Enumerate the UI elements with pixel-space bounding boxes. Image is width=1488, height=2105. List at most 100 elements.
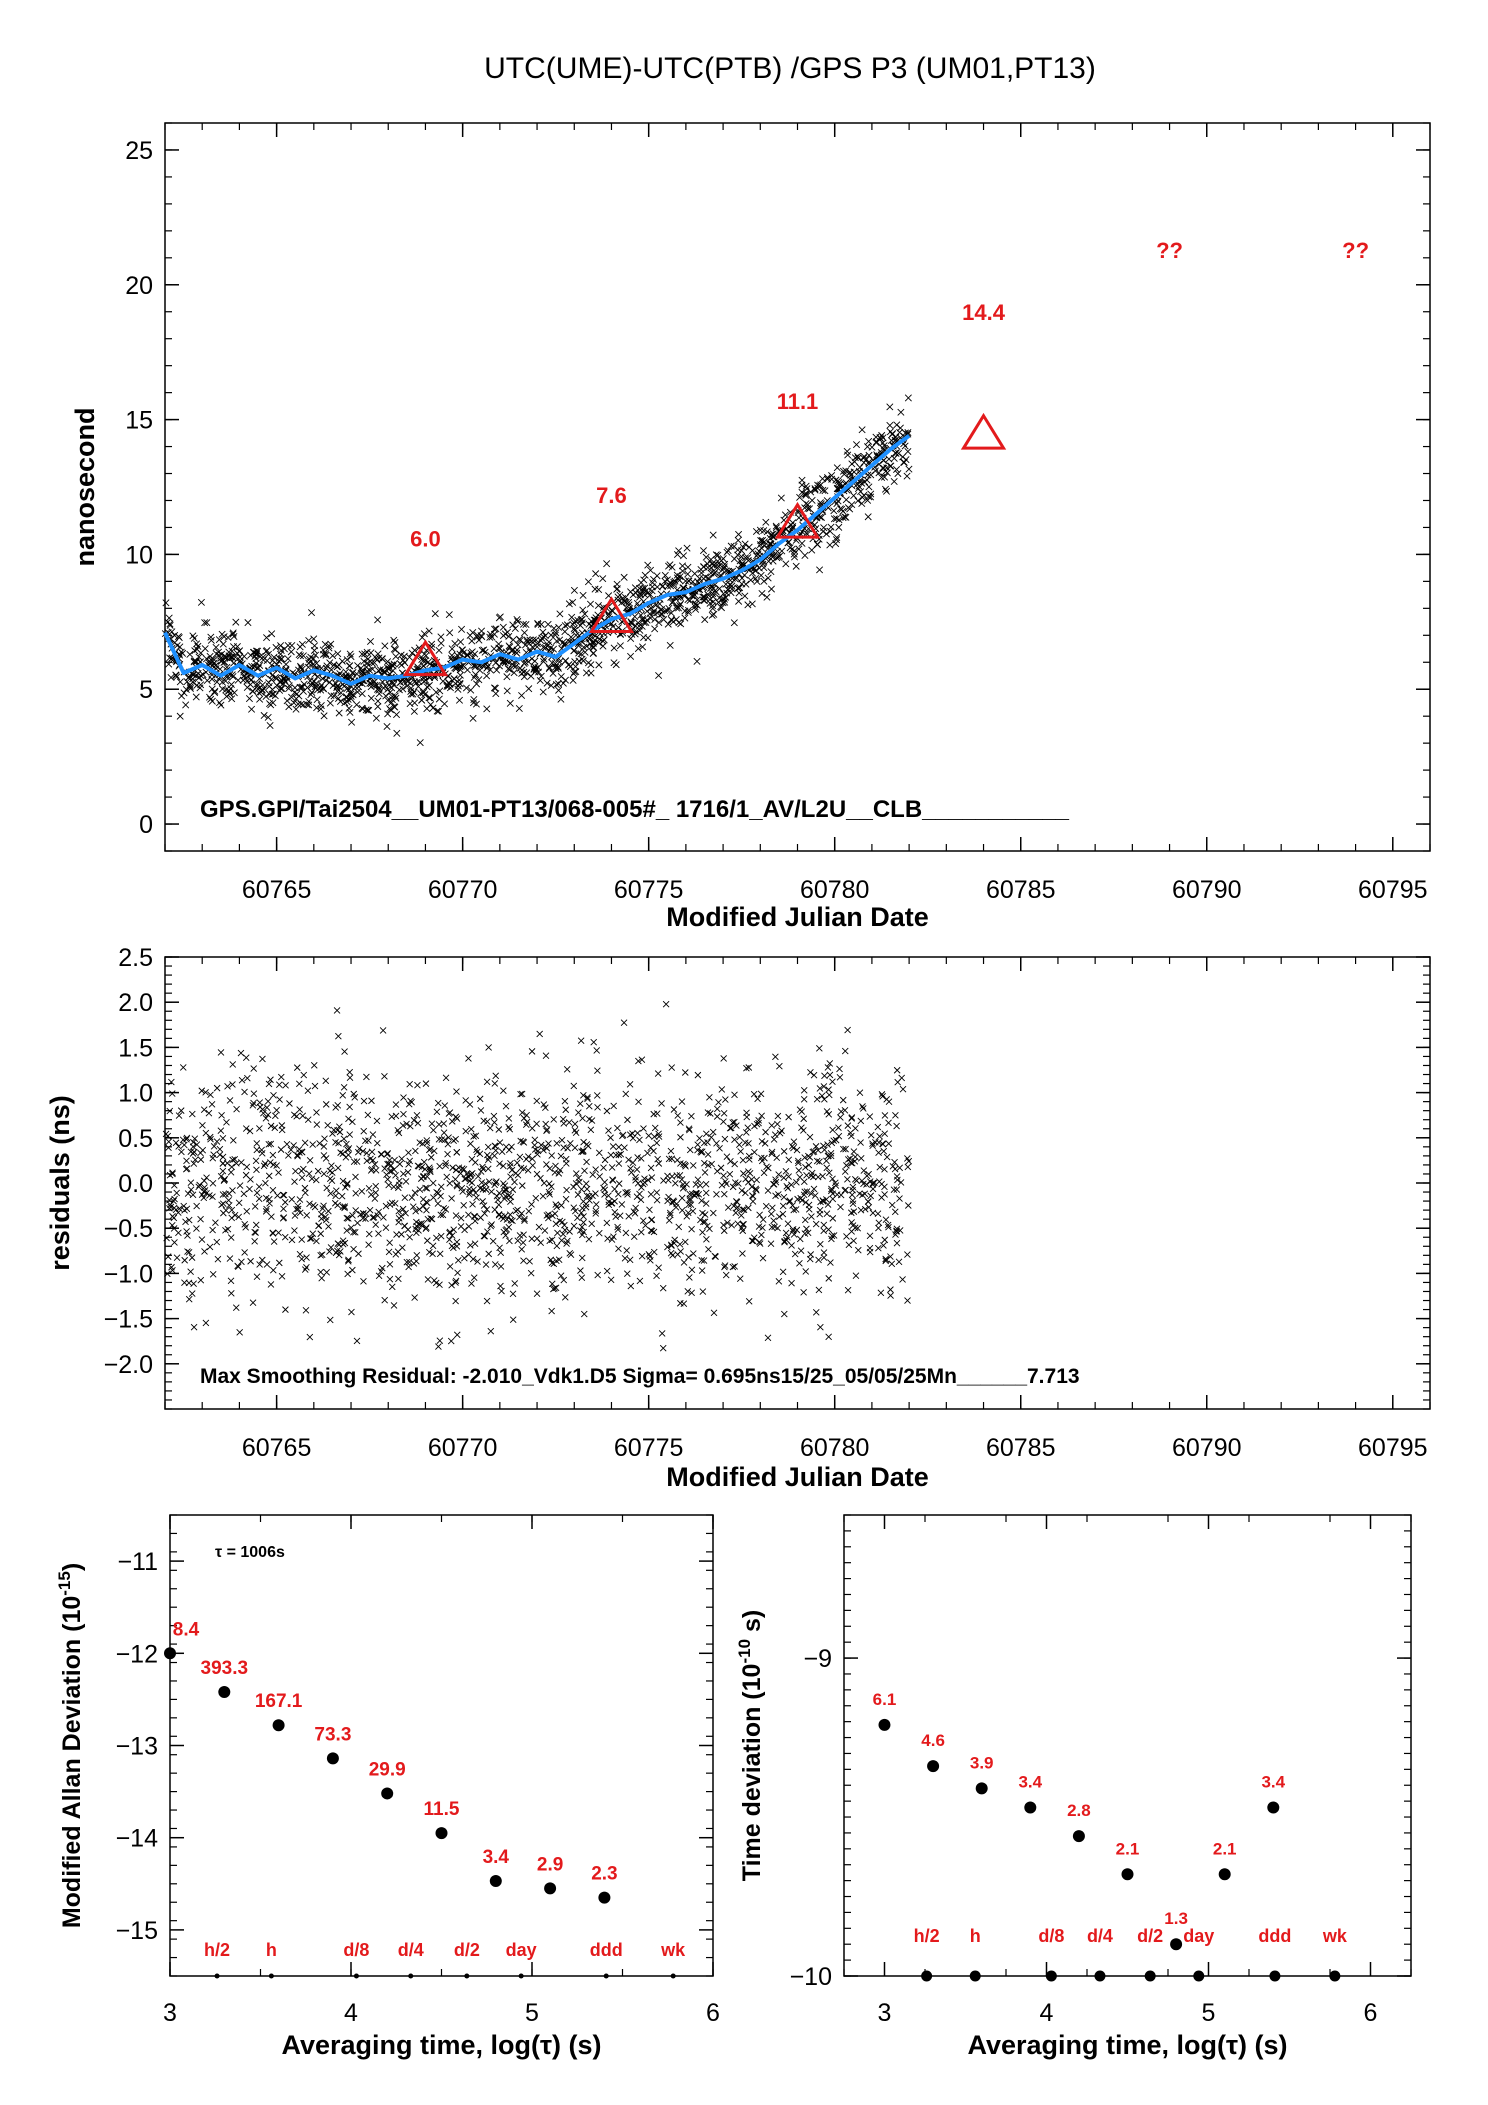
- residual-point: [318, 1274, 325, 1282]
- measurement-point: [508, 647, 516, 655]
- residual-point: [715, 1098, 722, 1106]
- residual-point: [895, 1258, 903, 1266]
- measurement-point: [599, 575, 607, 583]
- measurement-point: [397, 661, 406, 669]
- residual-point: [168, 1090, 176, 1097]
- residual-point: [772, 1053, 779, 1061]
- measurement-point: [511, 625, 519, 633]
- residual-point: [640, 1125, 647, 1132]
- residual-point: [832, 1182, 840, 1189]
- residual-point: [727, 1124, 735, 1132]
- residual-point: [221, 1175, 229, 1183]
- residual-point: [881, 1165, 888, 1173]
- residual-point: [841, 1187, 849, 1194]
- residual-point: [667, 1241, 675, 1249]
- residual-point: [273, 1106, 280, 1114]
- smoothed-series-line: [163, 434, 911, 686]
- residual-point: [241, 1249, 248, 1256]
- measurement-point: [833, 464, 841, 472]
- period-label: d/4: [398, 1940, 424, 1960]
- measurement-point: [268, 630, 276, 638]
- residual-point: [795, 1167, 803, 1174]
- residual-point: [224, 1083, 231, 1090]
- y-axis-label: Time deviation (10-10 s): [735, 1610, 766, 1881]
- residual-point: [247, 1257, 254, 1265]
- residual-point: [495, 1126, 503, 1133]
- measurement-point: [185, 673, 193, 681]
- residual-point: [471, 1240, 479, 1247]
- measurement-point: [655, 672, 663, 680]
- deviation-point: [927, 1760, 940, 1773]
- measurement-point: [816, 513, 824, 521]
- residual-point: [650, 1147, 657, 1155]
- residual-point: [166, 1171, 174, 1179]
- residual-point: [237, 1049, 245, 1057]
- residual-point: [235, 1213, 243, 1221]
- residual-point: [731, 1118, 738, 1126]
- measurement-point: [579, 606, 587, 614]
- residual-point: [576, 1227, 584, 1234]
- residual-point: [646, 1206, 653, 1214]
- measurement-point: [392, 646, 400, 654]
- measurement-point: [572, 668, 580, 676]
- measurement-point: [709, 598, 717, 606]
- y-tick-label: −11: [117, 1548, 158, 1576]
- residual-point: [583, 1141, 591, 1148]
- residual-point: [593, 1092, 601, 1099]
- measurement-point: [569, 676, 577, 684]
- residual-point: [801, 1216, 809, 1224]
- measurement-point: [557, 673, 565, 681]
- residual-point: [252, 1221, 260, 1229]
- period-marker: [268, 1973, 274, 1979]
- point-value-label: 11.5: [424, 1799, 460, 1820]
- residual-point: [829, 1195, 837, 1203]
- residual-point: [203, 1174, 210, 1181]
- residual-point: [887, 1292, 894, 1299]
- measurement-point: [201, 619, 209, 627]
- residual-point: [189, 1143, 197, 1150]
- residual-point: [844, 1175, 851, 1183]
- residual-point: [702, 1180, 710, 1188]
- measurement-point: [468, 648, 476, 656]
- residual-point: [267, 1140, 275, 1148]
- measurement-point: [219, 640, 227, 648]
- measurement-point: [293, 690, 301, 698]
- measurement-point: [639, 585, 647, 593]
- measurement-point: [714, 557, 722, 565]
- measurement-point: [493, 666, 501, 674]
- measurement-point: [176, 712, 184, 720]
- measurement-point: [385, 681, 393, 689]
- residual-point: [518, 1182, 526, 1189]
- residual-point: [866, 1232, 874, 1240]
- y-tick-label: −1.5: [104, 1306, 153, 1334]
- residual-point: [349, 1212, 356, 1219]
- residual-point: [772, 1178, 780, 1186]
- residual-point: [543, 1161, 550, 1168]
- measurement-point: [832, 536, 840, 544]
- residual-point: [803, 1188, 811, 1195]
- residual-point: [828, 1185, 835, 1193]
- measurement-point: [373, 685, 381, 693]
- residual-point: [261, 1160, 269, 1167]
- residual-point: [829, 1215, 837, 1222]
- measurement-point: [234, 676, 242, 684]
- x-tick-label: 4: [1040, 1999, 1054, 2027]
- measurement-point: [520, 673, 528, 681]
- measurement-point: [354, 662, 362, 670]
- residual-point: [485, 1250, 493, 1258]
- residual-point: [267, 1281, 275, 1288]
- residual-point: [736, 1275, 744, 1282]
- residual-point: [816, 1206, 824, 1214]
- residual-point: [779, 1202, 787, 1210]
- residual-point: [577, 1267, 584, 1274]
- measurement-point: [856, 463, 864, 471]
- measurement-point: [368, 659, 376, 667]
- residual-point: [222, 1190, 229, 1198]
- residual-point: [482, 1180, 489, 1188]
- measurement-point: [711, 587, 719, 595]
- measurement-point: [678, 562, 687, 570]
- residual-point: [454, 1256, 462, 1264]
- residual-point: [584, 1094, 591, 1101]
- residual-point: [427, 1154, 435, 1161]
- residual-point: [759, 1224, 766, 1232]
